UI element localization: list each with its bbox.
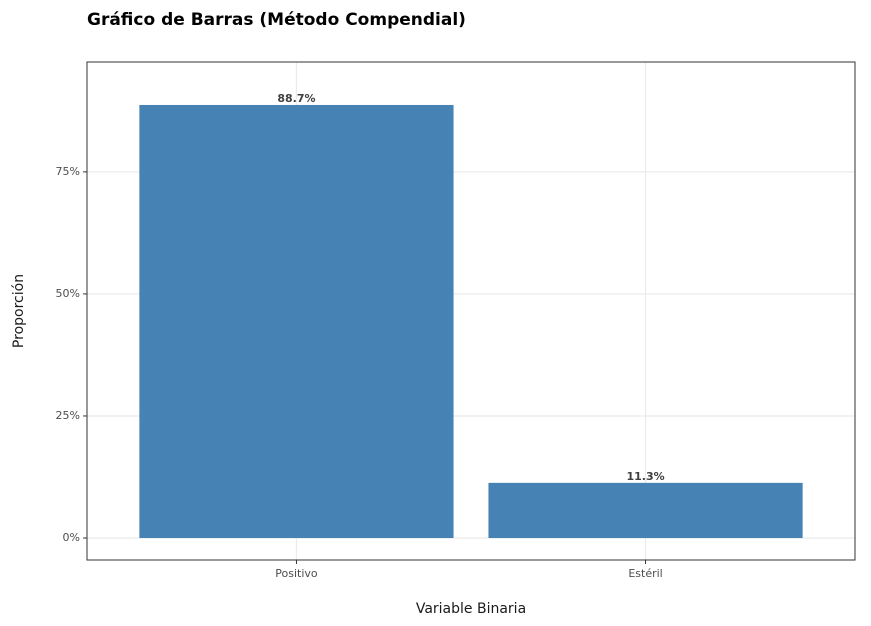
y-axis-title: Proporción	[11, 274, 27, 348]
y-tick-label: 75%	[56, 165, 80, 178]
bar	[488, 482, 803, 539]
y-tick-label: 0%	[63, 531, 80, 544]
y-tick-label: 50%	[56, 287, 80, 300]
chart-title: Gráfico de Barras (Método Compendial)	[87, 10, 466, 30]
bar	[139, 104, 454, 539]
x-tick-label: Positivo	[275, 567, 318, 580]
x-tick-label: Estéril	[628, 567, 662, 580]
value-label: 11.3%	[626, 470, 664, 483]
panel-border	[86, 61, 856, 561]
x-axis-title: Variable Binaria	[416, 601, 526, 617]
value-label: 88.7%	[277, 92, 315, 105]
y-tick-label: 25%	[56, 409, 80, 422]
